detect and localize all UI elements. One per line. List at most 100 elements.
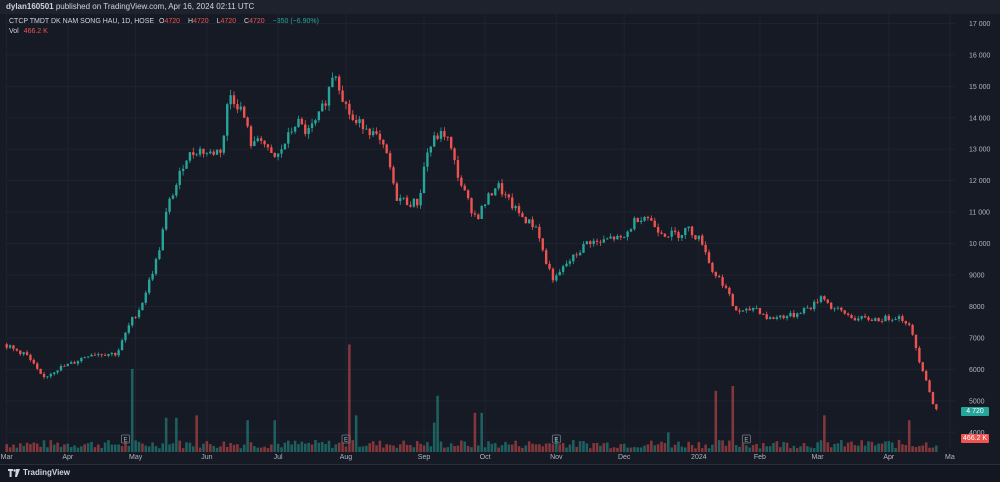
volume-bar <box>921 445 925 452</box>
candle-body <box>107 354 110 356</box>
volume-bar <box>436 395 439 452</box>
candle-body <box>178 170 181 185</box>
price-axis-label: 12 000 <box>969 178 991 185</box>
volume-bar <box>541 446 545 452</box>
volume-bar <box>697 442 701 452</box>
volume-bar <box>924 442 928 452</box>
candle-body <box>209 151 212 154</box>
open-value-group: O4720 <box>159 18 183 25</box>
volume-bar <box>25 442 29 452</box>
volume-bar <box>466 445 470 452</box>
volume-bar <box>253 446 256 452</box>
volume-bar <box>616 447 619 452</box>
volume-bar <box>765 446 768 452</box>
volume-bar <box>789 448 792 452</box>
candle-body <box>215 149 219 155</box>
volume-bar <box>846 442 850 452</box>
volume-bar <box>527 441 531 452</box>
volume-bar <box>833 444 836 452</box>
volume-bar <box>860 440 863 452</box>
candle-body <box>819 296 823 303</box>
volume-bar <box>73 445 76 452</box>
candle-body <box>782 315 785 319</box>
tradingview-brand[interactable]: TradingView <box>8 468 70 477</box>
volume-bar <box>63 444 66 452</box>
volume-bar <box>582 441 585 452</box>
time-axis-label: Nov <box>550 454 563 461</box>
volume-bar <box>626 447 629 452</box>
candle-body <box>626 231 629 237</box>
volume-bar <box>460 440 463 452</box>
candle-body <box>572 254 575 262</box>
candle-body <box>514 206 517 209</box>
time-axis-label: Jun <box>201 454 212 461</box>
time-axis-label: Mar <box>812 454 825 461</box>
price-axis-label: 15 000 <box>969 84 991 91</box>
candle-body <box>422 166 426 193</box>
candle-body <box>161 229 164 251</box>
candle-body <box>816 301 819 303</box>
candle-body <box>304 124 307 134</box>
candle-body <box>765 314 768 319</box>
volume-bar <box>714 390 718 452</box>
candle-body <box>287 132 290 144</box>
volume-bar <box>894 447 897 452</box>
volume-bar <box>314 440 317 452</box>
volume-bar <box>795 448 799 452</box>
volume-bar <box>599 445 602 452</box>
volume-bar <box>256 447 260 452</box>
candle-body <box>908 323 911 325</box>
change-value: −350 (−6.90%) <box>272 18 319 25</box>
volume-bar <box>32 442 36 452</box>
bottom-bar: TradingView <box>0 464 1000 482</box>
candle-body <box>39 368 42 374</box>
volume-bar <box>585 443 589 452</box>
candle-body <box>56 370 59 373</box>
time-axis-label: Dec <box>618 454 631 461</box>
candle-body <box>273 152 276 157</box>
volume-bar <box>670 447 673 452</box>
candle-body <box>500 183 504 195</box>
candle-body <box>755 308 758 309</box>
symbol-name[interactable]: CTCP TMDT DK NAM SONG HAU, 1D, HOSE <box>9 18 155 25</box>
volume-bar <box>242 444 246 452</box>
candle-body <box>239 106 242 110</box>
candle-body <box>443 131 446 137</box>
volume-bar <box>171 443 175 452</box>
volume-bar <box>69 447 73 452</box>
volume-bar <box>195 415 198 452</box>
candle-body <box>229 95 232 105</box>
volume-bar <box>595 442 599 452</box>
volume-bar <box>18 443 22 452</box>
volume-bar <box>497 447 500 452</box>
candle-body <box>504 194 507 196</box>
candle-body <box>416 198 419 206</box>
volume-bar <box>778 447 782 452</box>
volume-bar <box>212 445 215 452</box>
top-bar: dylan160501 published on TradingView.com… <box>0 0 1000 14</box>
volume-label[interactable]: Vol <box>9 28 19 35</box>
candle-body <box>276 153 280 157</box>
volume-bar <box>307 442 310 452</box>
volume-bar <box>276 443 280 452</box>
candle-body <box>134 317 137 318</box>
low-label: L <box>216 18 221 25</box>
candle-body <box>880 321 884 322</box>
candle-body <box>843 310 846 314</box>
candle-body <box>524 217 527 224</box>
volume-bar <box>76 447 80 452</box>
candle-body <box>32 359 36 364</box>
time-axis-label: Sep <box>418 454 431 461</box>
time-axis-label: 2024 <box>691 454 707 461</box>
author-name[interactable]: dylan160501 <box>6 2 54 11</box>
volume-bar <box>483 447 487 452</box>
volume-bar <box>141 443 144 452</box>
published-text: published on TradingView.com, Apr 16, 20… <box>55 2 255 11</box>
candle-body <box>589 241 592 244</box>
volume-bar <box>768 446 772 452</box>
candle-body <box>192 152 195 155</box>
volume-bar <box>555 437 558 452</box>
volume-bar <box>643 445 646 452</box>
